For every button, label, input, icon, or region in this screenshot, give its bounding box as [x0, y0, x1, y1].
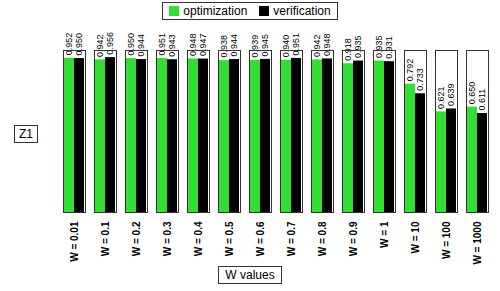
svg-text:W = 0.7: W = 0.7 [286, 221, 297, 256]
svg-text:0.952: 0.952 [64, 33, 74, 56]
html-text:verification: verification [273, 4, 331, 18]
svg-text:0.733: 0.733 [415, 68, 425, 91]
svg-text:W = 0.8: W = 0.8 [317, 221, 328, 256]
svg-text:W = 0.2: W = 0.2 [131, 221, 142, 256]
svg-text:0.935: 0.935 [374, 35, 384, 58]
svg-text:W = 0.3: W = 0.3 [162, 221, 173, 256]
svg-text:W = 100: W = 100 [441, 221, 452, 259]
svg-text:0.948: 0.948 [188, 33, 198, 56]
html-text:Z1: Z1 [19, 127, 33, 141]
svg-text:0.939: 0.939 [250, 35, 260, 58]
svg-text:0.950: 0.950 [126, 33, 136, 56]
svg-text:0.944: 0.944 [136, 34, 146, 57]
svg-text:0.942: 0.942 [312, 34, 322, 57]
svg-text:0.942: 0.942 [95, 34, 105, 57]
html-text:optimization: optimization [183, 4, 248, 18]
svg-text:0.931: 0.931 [384, 36, 394, 59]
svg-text:0.621: 0.621 [436, 86, 446, 109]
svg-text:W = 0.9: W = 0.9 [348, 221, 359, 256]
svg-text:0.943: 0.943 [167, 34, 177, 57]
svg-text:0.938: 0.938 [219, 35, 229, 58]
svg-text:0.944: 0.944 [229, 34, 239, 57]
svg-text:W = 10: W = 10 [410, 221, 421, 253]
svg-text:0.650: 0.650 [467, 82, 477, 105]
svg-text:0.945: 0.945 [260, 34, 270, 57]
svg-text:0.935: 0.935 [353, 35, 363, 58]
svg-text:W = 1: W = 1 [379, 221, 390, 248]
svg-text:0.948: 0.948 [322, 33, 332, 56]
svg-text:0.947: 0.947 [198, 34, 208, 57]
svg-text:0.951: 0.951 [157, 33, 167, 56]
svg-text:0.950: 0.950 [74, 33, 84, 56]
svg-text:W = 0.4: W = 0.4 [193, 221, 204, 256]
svg-text:W = 0.1: W = 0.1 [100, 221, 111, 256]
svg-text:0.918: 0.918 [343, 38, 353, 61]
svg-text:0.940: 0.940 [281, 35, 291, 58]
svg-text:0.956: 0.956 [105, 32, 115, 55]
svg-text:W = 1000: W = 1000 [472, 221, 483, 265]
svg-text:W = 0.6: W = 0.6 [255, 221, 266, 256]
html-text:W values: W values [225, 268, 275, 282]
svg-text:W = 0.5: W = 0.5 [224, 221, 235, 256]
svg-text:0.611: 0.611 [477, 89, 487, 111]
svg-text:0.792: 0.792 [405, 59, 415, 82]
svg-text:0.639: 0.639 [446, 83, 456, 106]
svg-text:0.951: 0.951 [291, 33, 301, 56]
svg-text:W = 0.01: W = 0.01 [69, 221, 80, 262]
